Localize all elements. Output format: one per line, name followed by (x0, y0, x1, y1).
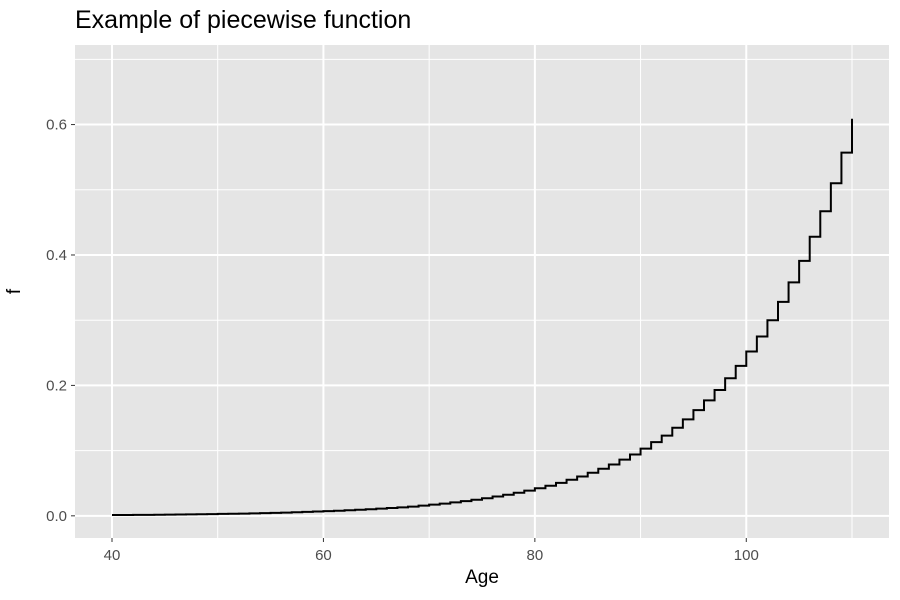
x-tick-label: 60 (315, 547, 332, 564)
plot-panel (75, 45, 889, 538)
x-tick-label: 80 (527, 547, 544, 564)
x-axis-title: Age (465, 567, 499, 588)
x-tick-label: 100 (734, 547, 759, 564)
y-tick-label: 0.2 (46, 377, 67, 394)
major-grid (75, 45, 889, 538)
y-tick-label: 0.0 (46, 508, 67, 525)
x-axis-tick-labels: 40 60 80 100 (104, 547, 759, 564)
x-tick-label: 40 (104, 547, 121, 564)
y-tick-label: 0.6 (46, 117, 67, 134)
y-tick-label: 0.4 (46, 247, 67, 264)
y-axis-tick-labels: 0.0 0.2 0.4 0.6 (46, 117, 67, 525)
step-function-line (112, 118, 853, 517)
axis-ticks (71, 124, 747, 542)
y-axis-title: f (4, 288, 25, 294)
chart-title: Example of piecewise function (75, 6, 412, 34)
